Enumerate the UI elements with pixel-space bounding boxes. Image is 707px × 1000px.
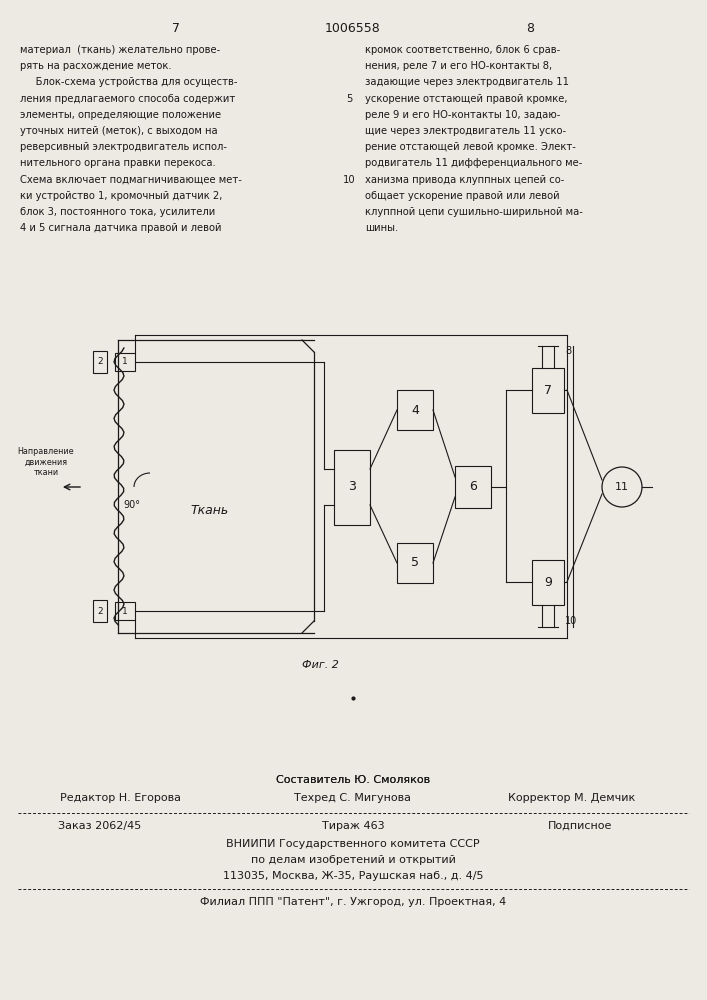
- Text: реверсивный электродвигатель испол-: реверсивный электродвигатель испол-: [20, 142, 227, 152]
- Text: 7: 7: [544, 383, 552, 396]
- Text: кромок соответственно, блок 6 срав-: кромок соответственно, блок 6 срав-: [365, 45, 560, 55]
- Text: ускорение отстающей правой кромке,: ускорение отстающей правой кромке,: [365, 94, 568, 104]
- Text: 113035, Москва, Ж-35, Раушская наб., д. 4/5: 113035, Москва, Ж-35, Раушская наб., д. …: [223, 871, 484, 881]
- Bar: [93, 600, 107, 622]
- Text: ВНИИПИ Государственного комитета СССР: ВНИИПИ Государственного комитета СССР: [226, 839, 480, 849]
- Bar: [532, 560, 564, 604]
- Text: ления предлагаемого способа содержит: ления предлагаемого способа содержит: [20, 94, 235, 104]
- Text: Схема включает подмагничивающее мет-: Схема включает подмагничивающее мет-: [20, 175, 242, 185]
- Text: ханизма привода клуппных цепей со-: ханизма привода клуппных цепей со-: [365, 175, 564, 185]
- Text: 7: 7: [172, 22, 180, 35]
- Text: Ткань: Ткань: [191, 504, 229, 516]
- Text: реле 9 и его НО-контакты 10, задаю-: реле 9 и его НО-контакты 10, задаю-: [365, 110, 561, 120]
- Text: 10: 10: [565, 616, 577, 626]
- Text: по делам изобретений и открытий: по делам изобретений и открытий: [250, 855, 455, 865]
- Text: блок 3, постоянного тока, усилители: блок 3, постоянного тока, усилители: [20, 207, 215, 217]
- Text: Блок-схема устройства для осуществ-: Блок-схема устройства для осуществ-: [20, 77, 238, 87]
- Text: Направление
движения
ткани: Направление движения ткани: [18, 447, 74, 477]
- Bar: [532, 367, 564, 412]
- Bar: [397, 390, 433, 430]
- Text: Тираж 463: Тираж 463: [322, 821, 385, 831]
- Text: 9: 9: [544, 576, 552, 588]
- Text: 5: 5: [411, 556, 419, 570]
- Text: Фиг. 2: Фиг. 2: [302, 660, 339, 670]
- Text: 3: 3: [348, 481, 356, 493]
- Text: Составитель Ю. Смоляков: Составитель Ю. Смоляков: [276, 775, 430, 785]
- Text: шины.: шины.: [365, 223, 398, 233]
- Text: нения, реле 7 и его НО-контакты 8,: нения, реле 7 и его НО-контакты 8,: [365, 61, 552, 71]
- Text: 11: 11: [615, 482, 629, 492]
- Text: 1: 1: [122, 606, 128, 615]
- Bar: [115, 353, 135, 371]
- Text: материал  (ткань) желательно прове-: материал (ткань) желательно прове-: [20, 45, 221, 55]
- Text: Составитель Ю. Смоляков: Составитель Ю. Смоляков: [276, 775, 430, 785]
- Text: 1: 1: [122, 358, 128, 366]
- Text: 90°: 90°: [124, 500, 141, 510]
- Text: нительного органа правки перекоса.: нительного органа правки перекоса.: [20, 158, 216, 168]
- Text: 5: 5: [346, 94, 352, 104]
- Text: Редактор Н. Егорова: Редактор Н. Егорова: [59, 793, 180, 803]
- Bar: [115, 602, 135, 620]
- Text: 2: 2: [97, 358, 103, 366]
- Text: 4 и 5 сигнала датчика правой и левой: 4 и 5 сигнала датчика правой и левой: [20, 223, 221, 233]
- Bar: [455, 466, 491, 508]
- Text: Филиал ППП "Патент", г. Ужгород, ул. Проектная, 4: Филиал ППП "Патент", г. Ужгород, ул. Про…: [200, 897, 506, 907]
- Bar: [397, 543, 433, 583]
- Text: 1006558: 1006558: [325, 22, 381, 35]
- Bar: [93, 351, 107, 373]
- Text: 2: 2: [97, 606, 103, 615]
- Text: 8: 8: [526, 22, 534, 35]
- Text: Подписное: Подписное: [548, 821, 612, 831]
- Text: 6: 6: [469, 481, 477, 493]
- Text: элементы, определяющие положение: элементы, определяющие положение: [20, 110, 221, 120]
- Text: ки устройство 1, кромочный датчик 2,: ки устройство 1, кромочный датчик 2,: [20, 191, 223, 201]
- Bar: [334, 450, 370, 524]
- Text: рение отстающей левой кромке. Элект-: рение отстающей левой кромке. Элект-: [365, 142, 576, 152]
- Text: рять на расхождение меток.: рять на расхождение меток.: [20, 61, 172, 71]
- Text: общает ускорение правой или левой: общает ускорение правой или левой: [365, 191, 560, 201]
- Circle shape: [602, 467, 642, 507]
- Text: 4: 4: [411, 403, 419, 416]
- Text: Техред С. Мигунова: Техред С. Мигунова: [295, 793, 411, 803]
- Text: задающие через электродвигатель 11: задающие через электродвигатель 11: [365, 77, 569, 87]
- Text: 10: 10: [343, 175, 356, 185]
- Text: Корректор М. Демчик: Корректор М. Демчик: [508, 793, 636, 803]
- Text: щие через электродвигатель 11 уско-: щие через электродвигатель 11 уско-: [365, 126, 566, 136]
- Text: 8: 8: [565, 346, 571, 356]
- Text: клуппной цепи сушильно-ширильной ма-: клуппной цепи сушильно-ширильной ма-: [365, 207, 583, 217]
- Text: Заказ 2062/45: Заказ 2062/45: [59, 821, 141, 831]
- Text: родвигатель 11 дифференциального ме-: родвигатель 11 дифференциального ме-: [365, 158, 583, 168]
- Text: уточных нитей (меток), с выходом на: уточных нитей (меток), с выходом на: [20, 126, 218, 136]
